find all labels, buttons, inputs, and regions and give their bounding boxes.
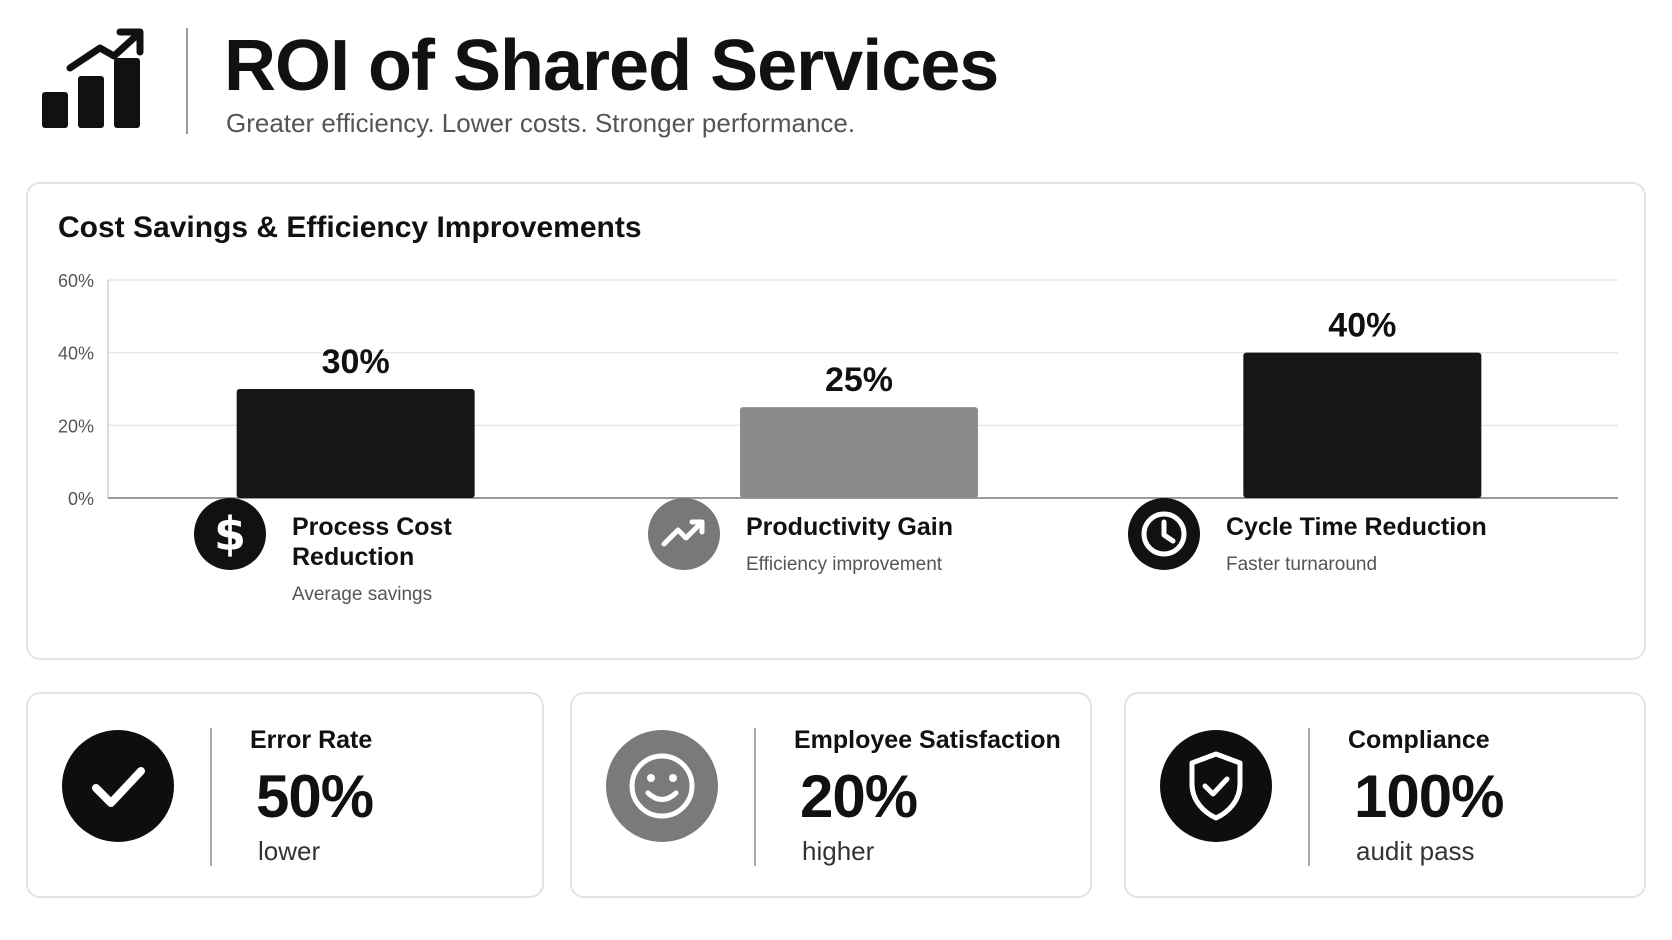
- kpi-process-cost: $ Process Cost Reduction Average savings: [194, 498, 452, 606]
- stat-card-employee-satisfaction: Employee Satisfaction 20% higher: [570, 692, 1092, 898]
- bar-2: [740, 407, 978, 498]
- kpi-label: Productivity Gain: [746, 513, 953, 541]
- bar-value-label: 25%: [825, 361, 893, 399]
- bar-chart: 0% 20% 40% 60% 30% 25% 40%: [58, 271, 1618, 509]
- stat-divider: [210, 728, 212, 866]
- chart-card: Cost Savings & Efficiency Improvements 0…: [26, 182, 1646, 660]
- stat-card-error-rate: Error Rate 50% lower: [26, 692, 544, 898]
- kpi-label-line-2: Reduction: [292, 543, 415, 571]
- shield-check-icon: [1160, 730, 1272, 842]
- bar-value-label: 40%: [1328, 307, 1396, 345]
- stat-value: 100%: [1354, 763, 1504, 830]
- kpi-sub: Faster turnaround: [1226, 554, 1378, 575]
- kpi-label: Cycle Time Reduction: [1226, 513, 1487, 541]
- trending-up-icon: [648, 498, 720, 570]
- kpi-productivity: Productivity Gain Efficiency improvement: [648, 498, 953, 576]
- clock-icon: [1128, 498, 1200, 570]
- chart-title: Cost Savings & Efficiency Improvements: [58, 211, 642, 244]
- kpi-label-line-1: Process Cost: [292, 513, 452, 541]
- svg-text:$: $: [214, 507, 246, 561]
- stat-label: Error Rate: [250, 726, 373, 754]
- kpi-sub: Average savings: [292, 584, 433, 605]
- dollar-icon: $: [194, 498, 266, 570]
- y-tick-label: 40%: [58, 344, 94, 364]
- page-header: ROI of Shared Services Greater efficienc…: [40, 24, 1240, 138]
- y-tick-label: 60%: [58, 271, 94, 291]
- stat-value: 20%: [800, 763, 918, 830]
- stat-note: audit pass: [1356, 836, 1475, 866]
- y-tick-label: 20%: [58, 416, 94, 436]
- smiley-face-icon: [606, 730, 718, 842]
- header-divider: [186, 28, 188, 134]
- checkmark-icon: [62, 730, 174, 842]
- bar-3: [1243, 352, 1482, 498]
- stat-divider: [1308, 728, 1310, 866]
- stat-card-compliance: Compliance 100% audit pass: [1124, 692, 1646, 898]
- bar-1: [236, 389, 475, 498]
- page-subtitle: Greater efficiency. Lower costs. Stronge…: [226, 108, 856, 138]
- stat-note: lower: [258, 836, 321, 866]
- y-tick-label: 0%: [68, 489, 94, 509]
- page-title: ROI of Shared Services: [224, 26, 999, 106]
- stat-divider: [754, 728, 756, 866]
- bar-value-label: 30%: [322, 343, 390, 381]
- stat-label: Compliance: [1348, 726, 1490, 754]
- stat-value: 50%: [256, 763, 374, 830]
- kpi-cycle-time: Cycle Time Reduction Faster turnaround: [1128, 498, 1487, 576]
- stat-label: Employee Satisfaction: [794, 726, 1061, 754]
- stat-note: higher: [802, 836, 875, 866]
- kpi-sub: Efficiency improvement: [746, 554, 943, 575]
- bar-chart-growth-icon: [42, 28, 144, 128]
